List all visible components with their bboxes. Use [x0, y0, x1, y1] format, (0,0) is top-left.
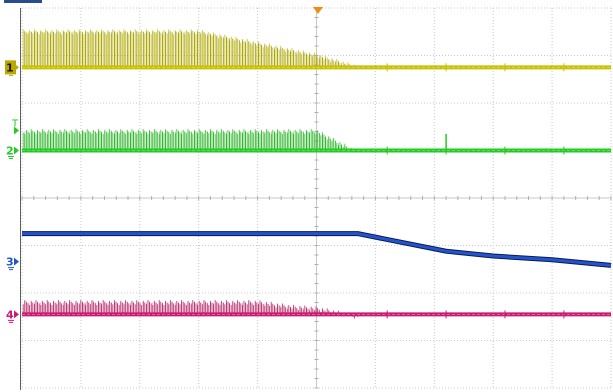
- channel-ground-icon-3: [8, 267, 14, 271]
- channel-number-4: 4: [6, 308, 14, 321]
- trace-channel-1: [22, 29, 611, 72]
- trace-channel-2: [22, 129, 611, 155]
- channel-number-2: 2: [6, 145, 14, 158]
- channel-markers: 1 2 3 4 T: [5, 60, 19, 323]
- trace-pulse-shading-channel-2: [24, 131, 355, 152]
- trigger-level-arrow-icon: [14, 126, 19, 135]
- trace-pulses-channel-2: [22, 129, 359, 153]
- trigger-position-marker: [313, 7, 323, 14]
- channel-number-1: 1: [6, 61, 14, 74]
- channel-marker-2: 2: [6, 145, 19, 159]
- channel-ground-icon-2: [8, 156, 14, 159]
- channel-arrow-icon-2: [14, 146, 19, 155]
- channel-marker-3: 3: [6, 256, 19, 271]
- channel-arrow-icon-1: [14, 63, 19, 72]
- top-left-tab: [4, 0, 42, 3]
- trigger-level-letter: T: [11, 119, 19, 130]
- trace-channel-3: [22, 231, 612, 268]
- trace-line-channel-3: [22, 232, 612, 267]
- channel-number-3: 3: [6, 256, 14, 269]
- trace-pulse-shading-channel-4: [24, 302, 355, 317]
- channel-marker-box-1: [5, 60, 16, 75]
- trace-pulse-shading-channel-1: [24, 31, 355, 68]
- channel-arrow-icon-3: [14, 257, 19, 266]
- trigger-level-marker: T: [11, 119, 19, 135]
- trace-channel-4: [22, 300, 611, 319]
- traces: [22, 29, 612, 319]
- channel-ground-icon-4: [8, 319, 14, 323]
- trace-pulses-channel-1: [22, 29, 359, 69]
- channel-marker-4: 4: [6, 308, 19, 323]
- channel-arrow-icon-4: [14, 310, 19, 319]
- channel-marker-1: 1: [5, 60, 19, 76]
- channel-ground-icon-1: [8, 72, 14, 76]
